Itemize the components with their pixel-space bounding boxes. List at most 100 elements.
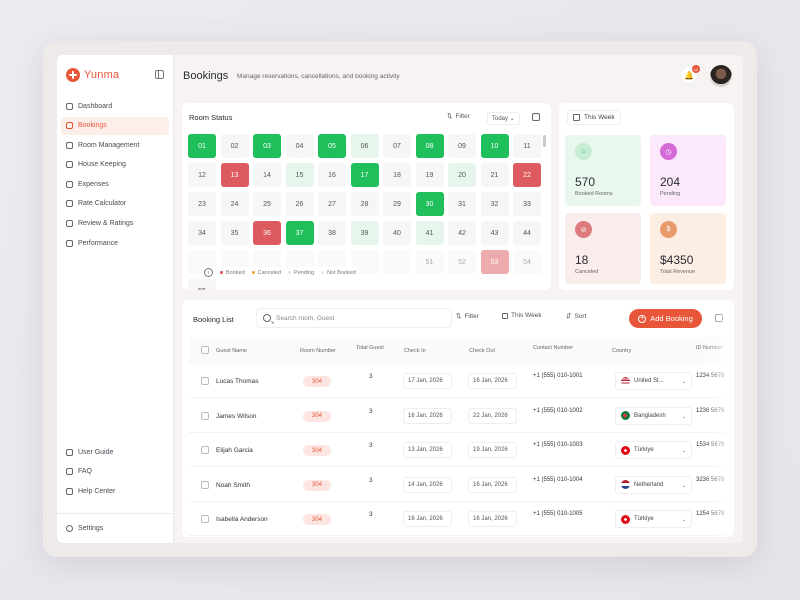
row-checkbox[interactable] (201, 411, 209, 420)
room-cell[interactable]: 19 (415, 163, 444, 187)
country-select[interactable]: Türkiye ⌄ (615, 441, 692, 459)
room-cell[interactable]: 30 (415, 192, 444, 216)
room-cell[interactable]: 31 (448, 192, 476, 216)
room-cell[interactable]: 41 (415, 221, 444, 245)
room-cell[interactable]: 51 (415, 250, 444, 274)
check-in-field[interactable]: 13 Jan, 2026 (403, 442, 452, 458)
stat-canceled[interactable]: ⊘ 18 Canceled (565, 213, 641, 284)
room-filter-button[interactable]: ⇅ Filter (447, 112, 470, 121)
room-cell[interactable]: 07 (383, 134, 411, 158)
stat-pending[interactable]: ◷ 204 Pending (650, 135, 726, 206)
stat-booked-rooms[interactable]: ⌂ 570 Booked Rooms (565, 135, 641, 206)
room-cell[interactable]: 39 (350, 221, 379, 245)
room-range-select[interactable]: Today ⌄ (487, 112, 520, 125)
room-cell[interactable]: 32 (480, 192, 509, 216)
table-row[interactable]: James Wilson 304 3 16 Jan, 2026 22 Jan, 2026… (189, 399, 734, 433)
room-cell[interactable]: 40 (383, 221, 411, 245)
sidebar-collapse-icon[interactable] (155, 70, 164, 79)
room-cell[interactable]: 14 (253, 163, 281, 187)
country-select[interactable]: Netherland ⌄ (615, 475, 692, 494)
sidebar-item-house-keeping[interactable]: House Keeping (61, 156, 169, 174)
check-out-field[interactable]: 22 Jan, 2026 (468, 407, 517, 424)
room-cell[interactable]: 54 (513, 250, 541, 274)
sidebar-item-bookings[interactable]: Bookings (61, 116, 169, 135)
info-icon[interactable]: i (204, 268, 213, 277)
room-cell[interactable]: 55 (188, 279, 216, 290)
room-cell[interactable]: 26 (285, 192, 314, 216)
room-cell[interactable]: 27 (318, 192, 346, 216)
room-cell[interactable]: 17 (350, 163, 379, 187)
sidebar-item-performance[interactable]: Performance (61, 234, 169, 252)
sidebar-item-help-center[interactable]: Help Center (61, 482, 169, 500)
select-all-checkbox[interactable] (201, 346, 209, 354)
room-cell[interactable]: 15 (285, 163, 314, 187)
country-select[interactable]: United St... ⌄ (615, 372, 692, 390)
row-checkbox[interactable] (201, 377, 209, 385)
room-cell[interactable]: 34 (188, 221, 216, 245)
country-select[interactable]: Türkiye ⌄ (615, 510, 692, 528)
sidebar-item-expenses[interactable]: Expenses (61, 175, 169, 193)
avatar[interactable] (710, 65, 732, 87)
add-booking-button[interactable]: + Add Booking (629, 309, 702, 328)
sidebar-item-review-ratings[interactable]: Review & Ratings (61, 215, 169, 233)
row-checkbox[interactable] (201, 446, 209, 454)
expand-icon[interactable] (532, 113, 540, 121)
room-cell[interactable]: 12 (188, 163, 216, 187)
room-cell[interactable]: 20 (448, 163, 476, 187)
sidebar-item-dashboard[interactable]: Dashboard (61, 97, 169, 115)
table-row[interactable]: Noah Smith 304 3 14 Jan, 2026 16 Jan, 2026 +1… (189, 468, 734, 502)
sort-button[interactable]: ⇵ Sort (566, 312, 586, 321)
room-cell[interactable]: 24 (220, 192, 249, 216)
room-cell[interactable]: 03 (253, 134, 281, 158)
room-cell[interactable]: 42 (448, 221, 476, 245)
search-input[interactable] (276, 314, 446, 322)
check-in-field[interactable]: 16 Jan, 2026 (403, 511, 452, 527)
table-row[interactable]: Isabella Anderson 304 3 16 Jan, 2026 16 Jan,… (189, 502, 734, 536)
sidebar-item-user-guide[interactable]: User Guide (61, 443, 169, 461)
logo[interactable]: Yunma (66, 68, 119, 82)
table-row[interactable]: Elijah Garcia 304 3 13 Jan, 2026 19 Jan, 202… (189, 433, 734, 467)
room-cell[interactable]: 22 (513, 163, 541, 187)
room-cell[interactable]: 28 (350, 192, 379, 216)
room-cell[interactable]: 10 (480, 134, 509, 158)
stat-total-revenue[interactable]: $ $4350 Total Revenue (650, 213, 726, 284)
room-cell[interactable]: 08 (415, 134, 444, 158)
row-checkbox[interactable] (201, 515, 209, 523)
list-filter-button[interactable]: ⇅ Filter (456, 312, 479, 321)
room-cell[interactable]: 18 (383, 163, 411, 187)
room-cell[interactable]: 23 (188, 192, 216, 216)
check-in-field[interactable]: 16 Jan, 2026 (403, 407, 452, 424)
check-out-field[interactable]: 19 Jan, 2026 (468, 442, 517, 458)
room-cell[interactable]: 37 (285, 221, 314, 245)
room-cell[interactable]: 21 (480, 163, 509, 187)
room-cell[interactable]: 13 (220, 163, 249, 187)
room-cell[interactable]: 53 (480, 250, 509, 274)
check-in-field[interactable]: 17 Jan, 2026 (403, 373, 452, 389)
stats-range-button[interactable]: This Week (567, 110, 621, 125)
room-cell[interactable]: 02 (220, 134, 249, 158)
room-cell[interactable]: 35 (220, 221, 249, 245)
room-cell[interactable]: 06 (350, 134, 379, 158)
check-in-field[interactable]: 14 Jan, 2026 (403, 476, 452, 493)
table-row[interactable]: Lucas Thomas 304 3 17 Jan, 2026 16 Jan, 2026… (189, 364, 734, 398)
room-cell[interactable]: 52 (448, 250, 476, 274)
room-cell[interactable]: 43 (480, 221, 509, 245)
check-out-field[interactable]: 16 Jan, 2026 (468, 476, 517, 493)
sidebar-item-rate-calculator[interactable]: Rate Calculator (61, 195, 169, 213)
room-cell[interactable]: 38 (318, 221, 346, 245)
room-cell[interactable]: 04 (285, 134, 314, 158)
sidebar-item-faq[interactable]: FAQ (61, 463, 169, 481)
row-checkbox[interactable] (201, 480, 209, 489)
sidebar-item-room-management[interactable]: Room Management (61, 136, 169, 154)
room-cell[interactable]: 16 (318, 163, 346, 187)
sidebar-item-settings[interactable]: Settings (61, 519, 169, 537)
room-cell[interactable]: 44 (513, 221, 541, 245)
room-cell[interactable]: 25 (253, 192, 281, 216)
check-out-field[interactable]: 16 Jan, 2026 (468, 373, 517, 389)
room-cell[interactable]: 09 (448, 134, 476, 158)
check-out-field[interactable]: 16 Jan, 2026 (468, 511, 517, 527)
room-cell[interactable] (383, 250, 411, 274)
room-cell[interactable]: 11 (513, 134, 541, 158)
scrollbar[interactable] (543, 135, 546, 147)
country-select[interactable]: Bangladesh ⌄ (615, 406, 692, 425)
